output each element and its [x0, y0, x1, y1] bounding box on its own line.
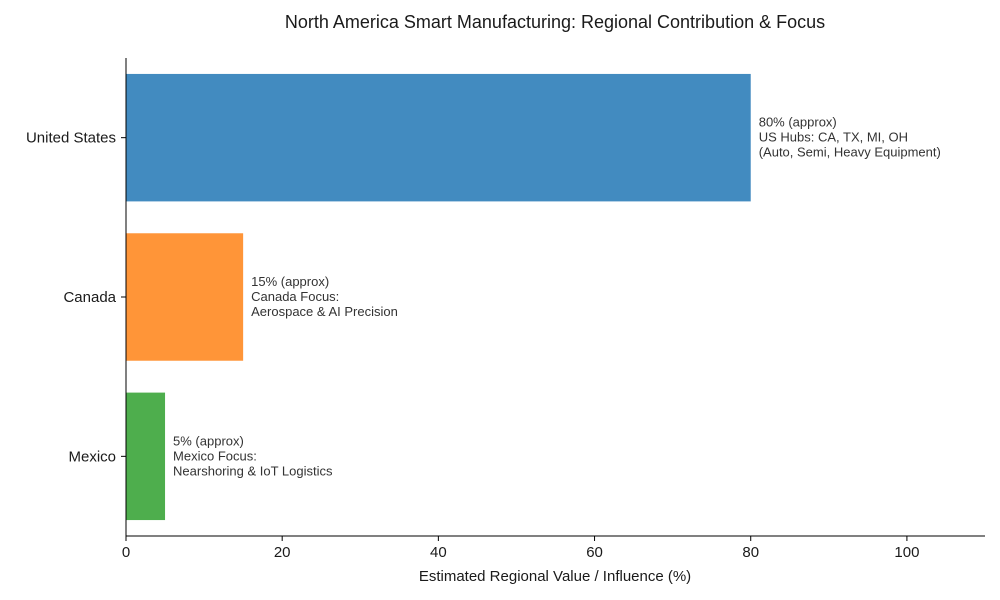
bar-annotation-united-states: 80% (approx) US Hubs: CA, TX, MI, OH (Auto…	[759, 115, 941, 160]
annotation-line: (Auto, Semi, Heavy Equipment)	[759, 145, 941, 160]
annotations-layer: 80% (approx) US Hubs: CA, TX, MI, OH (Auto…	[173, 115, 941, 479]
annotation-line: Nearshoring & IoT Logistics	[173, 463, 333, 478]
bar-annotation-canada: 15% (approx) Canada Focus: Aerospace & AI …	[251, 274, 398, 319]
annotation-line: Canada Focus:	[251, 289, 339, 304]
y-tick-label-canada: Canada	[63, 289, 116, 306]
bars-layer	[126, 73, 751, 521]
x-axis-label: Estimated Regional Value / Influence (%)	[419, 568, 691, 585]
x-tick-label-20: 20	[274, 544, 291, 561]
x-tick-label-40: 40	[430, 544, 447, 561]
x-tick-label-60: 60	[586, 544, 603, 561]
annotation-line: Mexico Focus:	[173, 448, 257, 463]
chart-title: North America Smart Manufacturing: Regio…	[285, 12, 825, 32]
annotation-line: Aerospace & AI Precision	[251, 304, 398, 319]
y-tick-label-mexico: Mexico	[68, 448, 116, 465]
bar-annotation-mexico: 5% (approx) Mexico Focus: Nearshoring & Io…	[173, 433, 333, 478]
bar-mexico	[126, 392, 166, 521]
annotation-line: 5% (approx)	[173, 433, 244, 448]
bar-canada	[126, 233, 244, 361]
axes-layer: United States Canada Mexico 0 20 40 60 80 100	[26, 58, 985, 561]
y-tick-label-united-states: United States	[26, 130, 116, 147]
x-tick-label-100: 100	[894, 544, 919, 561]
x-tick-label-80: 80	[742, 544, 759, 561]
annotation-line: 80% (approx)	[759, 115, 837, 130]
annotation-line: US Hubs: CA, TX, MI, OH	[759, 130, 908, 145]
x-tick-label-0: 0	[122, 544, 130, 561]
annotation-line: 15% (approx)	[251, 274, 329, 289]
bar-united-states	[126, 73, 751, 202]
